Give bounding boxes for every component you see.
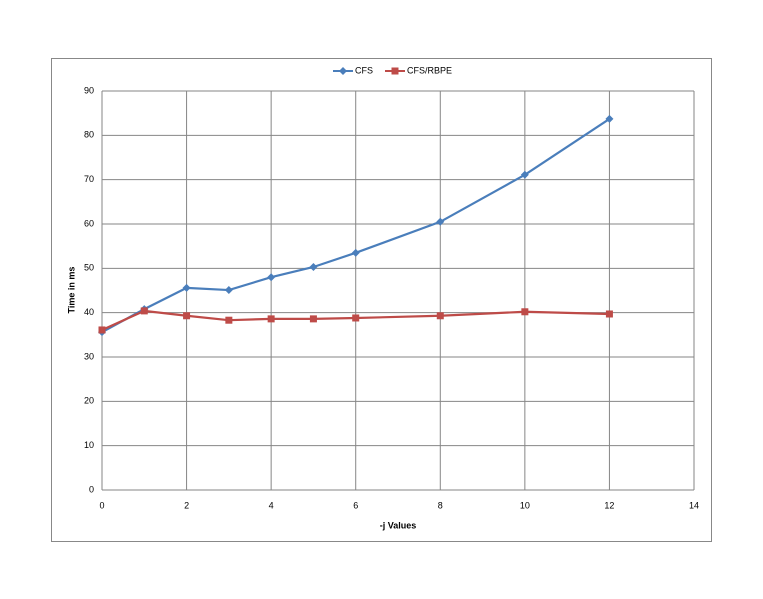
series-line <box>101 118 611 334</box>
series-line <box>101 309 610 331</box>
y-tick-label: 10 <box>84 440 94 450</box>
x-axis-title: -j Values <box>380 520 417 530</box>
marker <box>140 307 148 315</box>
y-tick-label: 70 <box>84 174 94 184</box>
x-tick-label: 14 <box>689 500 699 510</box>
x-tick-label: 6 <box>353 500 358 510</box>
marker <box>224 286 233 295</box>
marker <box>436 217 445 226</box>
marker <box>267 273 276 282</box>
x-tick-label: 10 <box>520 500 530 510</box>
marker <box>267 315 275 323</box>
y-tick-label: 60 <box>84 218 94 228</box>
chart-frame <box>51 58 712 542</box>
marker <box>605 114 614 123</box>
marker <box>182 283 191 292</box>
marker <box>605 310 613 318</box>
marker <box>351 248 360 257</box>
y-tick-label: 20 <box>84 396 94 406</box>
marker <box>309 263 318 272</box>
marker <box>309 315 317 323</box>
marker <box>98 326 106 334</box>
marker <box>520 170 529 179</box>
y-tick-label: 30 <box>84 351 94 361</box>
marker <box>225 316 233 324</box>
y-tick-label: 40 <box>84 307 94 317</box>
x-tick-label: 12 <box>604 500 614 510</box>
marker <box>352 314 360 322</box>
marker <box>521 308 529 316</box>
y-tick-label: 90 <box>84 85 94 95</box>
y-tick-label: 0 <box>89 484 94 494</box>
y-tick-label: 80 <box>84 130 94 140</box>
legend-marker <box>391 67 399 75</box>
y-tick-label: 50 <box>84 263 94 273</box>
x-tick-label: 8 <box>438 500 443 510</box>
legend-marker <box>339 67 347 75</box>
legend-label: CFS <box>355 65 373 75</box>
x-tick-label: 4 <box>269 500 274 510</box>
y-axis-title: Time in ms <box>66 267 76 314</box>
marker <box>436 312 444 320</box>
x-tick-label: 0 <box>99 500 104 510</box>
x-tick-label: 2 <box>184 500 189 510</box>
legend-label: CFS/RBPE <box>407 65 452 75</box>
marker <box>183 312 191 320</box>
